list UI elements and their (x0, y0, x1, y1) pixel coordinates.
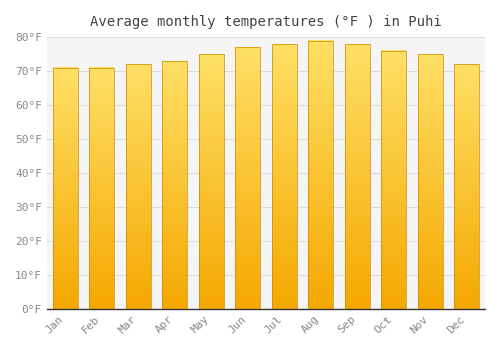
Bar (382, 51, 406, 309)
Bar (126, 64, 150, 309)
Bar (272, 44, 296, 309)
Bar (236, 47, 260, 309)
Bar (454, 64, 479, 309)
Bar (308, 41, 333, 309)
Bar (52, 68, 78, 309)
Title: Average monthly temperatures (°F ) in Puhi: Average monthly temperatures (°F ) in Pu… (90, 15, 442, 29)
Bar (345, 44, 370, 309)
Bar (89, 68, 114, 309)
Bar (198, 54, 224, 309)
Bar (162, 61, 187, 309)
Bar (418, 54, 442, 309)
